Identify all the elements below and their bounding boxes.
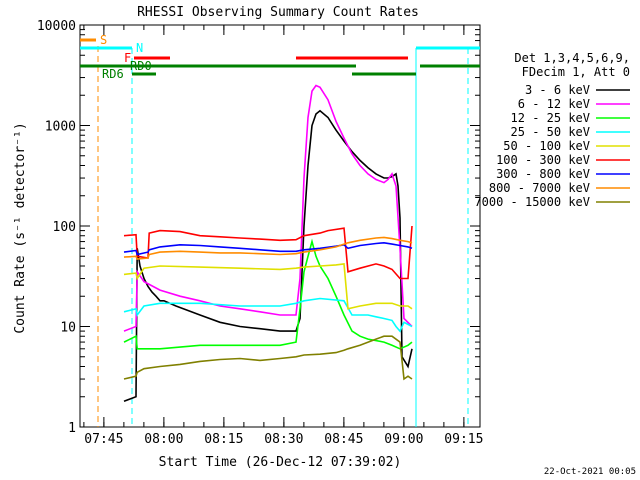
series-line-7 bbox=[123, 236, 413, 260]
state-label-rd0: RD0 bbox=[130, 59, 152, 73]
state-label-rd6: RD6 bbox=[102, 67, 124, 81]
x-tick-label: 07:45 bbox=[84, 432, 123, 447]
series-line-6 bbox=[123, 241, 413, 256]
series-line-3 bbox=[123, 297, 413, 333]
x-tick-label: 08:30 bbox=[264, 432, 303, 447]
series-line-0 bbox=[123, 109, 413, 403]
y-tick-label: 100 bbox=[53, 220, 76, 235]
y-tick-label: 10 bbox=[60, 321, 76, 336]
y-tick-label: 1 bbox=[68, 421, 76, 436]
legend-label: 3 - 6 keV bbox=[525, 83, 590, 97]
legend-label: 6 - 12 keV bbox=[518, 97, 590, 111]
y-tick-label: 1000 bbox=[45, 120, 76, 135]
y-tick-label: 10000 bbox=[37, 19, 76, 34]
x-tick-label: 08:00 bbox=[144, 432, 183, 447]
x-tick-label: 09:00 bbox=[384, 432, 423, 447]
x-tick-label: 09:15 bbox=[444, 432, 483, 447]
state-label-n: N bbox=[136, 41, 143, 55]
x-axis-label: Start Time (26-Dec-12 07:39:02) bbox=[159, 455, 402, 470]
plot-area: 1 10 100 1000 10000 07:45 08:00 08:15 08:30 08:45… bbox=[37, 19, 630, 447]
series-line-2 bbox=[123, 238, 413, 350]
legend-label: 12 - 25 keV bbox=[511, 111, 590, 125]
series-line-5 bbox=[123, 225, 413, 280]
legend-label: 25 - 50 keV bbox=[511, 125, 590, 139]
legend-header-line2: FDecim 1, Att 0 bbox=[522, 65, 630, 79]
legend-label: 300 - 800 keV bbox=[496, 167, 590, 181]
legend-label: 100 - 300 keV bbox=[496, 153, 590, 167]
x-tick-label: 08:45 bbox=[324, 432, 363, 447]
series-line-1 bbox=[123, 84, 413, 332]
chart-title: RHESSI Observing Summary Count Rates bbox=[137, 5, 419, 20]
state-label-f: F bbox=[124, 51, 131, 65]
legend-header-line1: Det 1,3,4,5,6,9, bbox=[514, 51, 630, 65]
state-label-s: S bbox=[100, 33, 107, 47]
series-line-4 bbox=[123, 263, 413, 310]
plot-frame bbox=[79, 24, 481, 428]
series-line-8 bbox=[123, 335, 413, 381]
y-axis-label: Count Rate (s⁻¹ detector⁻¹) bbox=[13, 122, 28, 333]
legend-label: 800 - 7000 keV bbox=[489, 181, 590, 195]
legend-label: 50 - 100 keV bbox=[503, 139, 590, 153]
legend-label: 7000 - 15000 keV bbox=[474, 195, 590, 209]
x-tick-label: 08:15 bbox=[204, 432, 243, 447]
footer-timestamp: 22-Oct-2021 00:05 bbox=[544, 467, 636, 477]
